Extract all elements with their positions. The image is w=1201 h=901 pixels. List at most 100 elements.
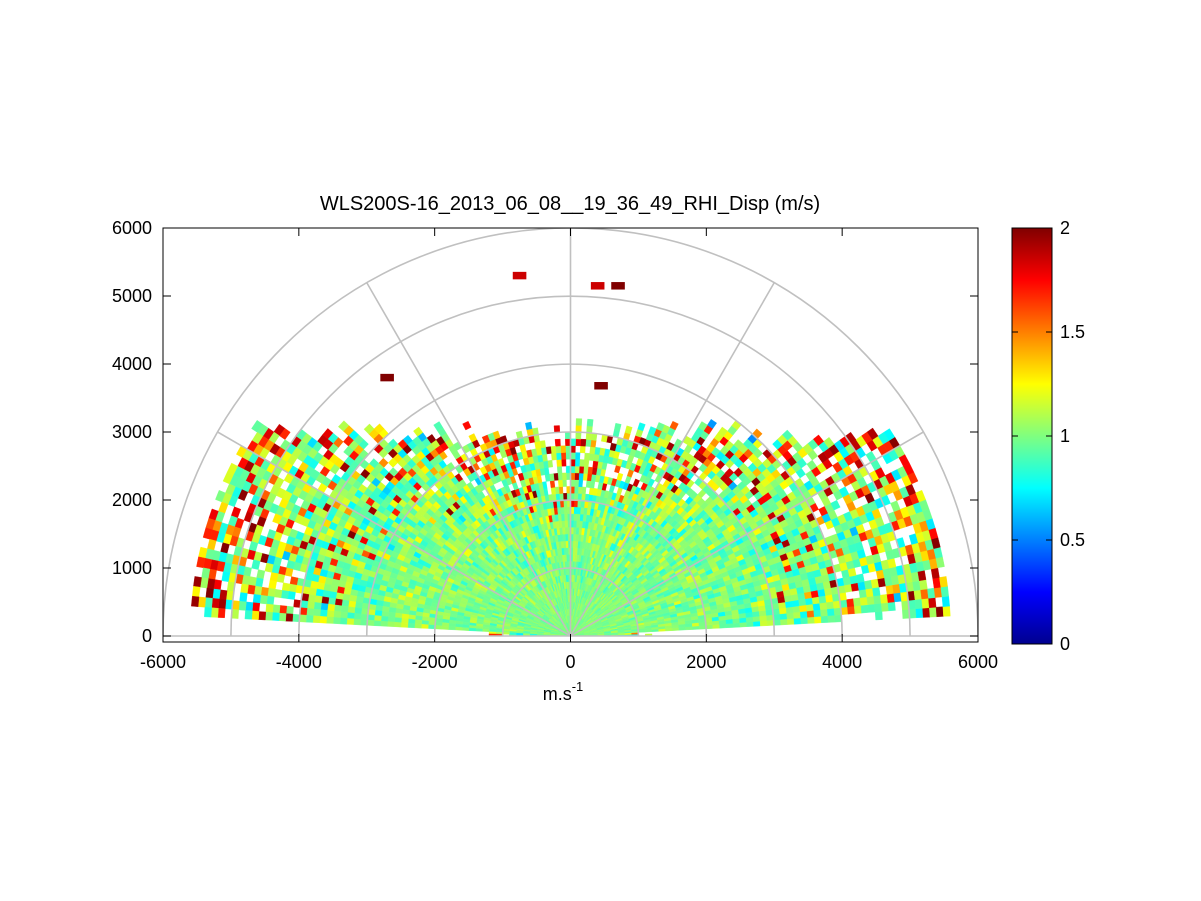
data-cell (332, 617, 341, 625)
data-cell (239, 592, 248, 603)
data-cell (333, 604, 342, 613)
data-cell (353, 613, 362, 620)
data-cell (557, 472, 563, 481)
data-cell (873, 594, 882, 605)
data-cell (319, 609, 328, 618)
colorbar-tick-label: 1.5 (1060, 322, 1085, 342)
data-cell (865, 587, 874, 598)
data-cell (574, 452, 581, 460)
data-cell (468, 627, 476, 632)
y-tick-label: 6000 (112, 218, 152, 238)
colorbar-tick-label: 0 (1060, 634, 1070, 654)
x-tick-label: 6000 (958, 652, 998, 672)
data-cell (583, 466, 589, 474)
data-cell (563, 499, 568, 508)
data-cell (745, 616, 754, 623)
data-cell (806, 610, 815, 618)
data-cell (549, 480, 556, 488)
data-cell (525, 421, 533, 431)
x-axis-label-base: m.s (543, 684, 572, 704)
data-cell (272, 604, 281, 614)
data-cell (305, 614, 314, 623)
data-cell (280, 590, 290, 599)
data-cell (812, 602, 821, 611)
data-cell (785, 606, 794, 614)
data-cell (373, 620, 382, 627)
data-cell (201, 567, 211, 579)
data-cell (827, 614, 836, 623)
data-cell (285, 613, 294, 622)
data-cell (380, 620, 388, 627)
data-cell (574, 472, 580, 481)
data-cell (252, 602, 261, 612)
data-cell (853, 605, 862, 614)
y-tick-label: 0 (142, 626, 152, 646)
data-cell (807, 616, 815, 624)
data-cell (582, 473, 588, 481)
data-cell (572, 540, 576, 548)
data-cell (941, 595, 950, 607)
data-cell (585, 480, 592, 488)
data-cell (273, 588, 283, 599)
data-cell (307, 594, 316, 603)
data-cell (212, 588, 221, 600)
data-cell (813, 616, 822, 624)
data-cell (340, 605, 349, 613)
data-cell (354, 601, 363, 609)
data-cell (557, 479, 563, 488)
isolated-cell (611, 282, 625, 290)
data-cell (732, 622, 741, 628)
data-cell (346, 618, 355, 625)
data-cell (826, 608, 835, 616)
data-cell (746, 621, 754, 627)
data-cell (575, 425, 582, 433)
data-cell (940, 586, 949, 598)
data-cell (562, 492, 568, 501)
data-cell (427, 624, 436, 630)
data-cell (883, 428, 896, 441)
data-cell (573, 506, 578, 515)
data-cell (575, 520, 580, 528)
x-tick-label: 0 (565, 652, 575, 672)
data-cell (556, 459, 562, 467)
data-cell (874, 611, 883, 621)
data-cell (562, 479, 567, 487)
data-cell (556, 465, 563, 474)
data-cell (590, 439, 597, 448)
data-cell (853, 597, 862, 607)
data-cell (550, 445, 557, 454)
data-cell (400, 617, 409, 624)
data-cell (858, 588, 868, 599)
data-cell (813, 609, 822, 618)
data-cell (251, 610, 260, 620)
data-cell (560, 445, 566, 453)
data-cell (866, 427, 879, 440)
data-cell (759, 615, 768, 622)
data-cell (380, 615, 389, 622)
data-cell (340, 611, 348, 619)
data-cell (846, 598, 855, 608)
data-cell (779, 613, 788, 620)
x-axis-label-sup: -1 (572, 679, 584, 694)
data-cell (421, 624, 429, 629)
data-cell (373, 615, 382, 622)
data-cell (260, 586, 269, 597)
data-cell (573, 492, 579, 501)
y-tick-label: 3000 (112, 422, 152, 442)
data-cell (782, 429, 793, 441)
data-cell (917, 570, 927, 581)
data-cell (577, 499, 582, 508)
data-cell (580, 493, 586, 501)
data-cell (813, 434, 824, 446)
data-cell (561, 459, 567, 467)
data-cell (374, 604, 383, 612)
data-cell (826, 601, 835, 610)
data-cell (454, 626, 463, 631)
data-cell (414, 623, 422, 629)
data-cell (205, 587, 214, 599)
data-cell (799, 604, 808, 613)
data-cell (285, 605, 294, 615)
data-cell (381, 610, 389, 618)
data-cell (544, 473, 551, 482)
